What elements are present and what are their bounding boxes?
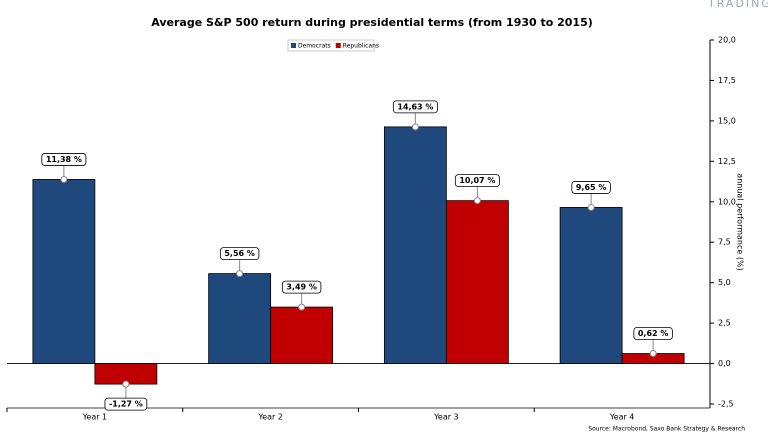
data-label: 14,63 %: [392, 100, 438, 114]
data-label-box: [281, 280, 322, 294]
watermark: TRADING AND INV: [707, 0, 768, 10]
y-tick-label: 0,0: [718, 359, 731, 368]
data-label-text: 9,65 %: [576, 183, 607, 192]
data-label-text: 5,56 %: [224, 249, 255, 258]
data-label-box: [219, 247, 260, 261]
label-anchor: [60, 175, 68, 183]
data-label: 11,38 %: [41, 153, 87, 166]
label-anchor: [587, 203, 595, 211]
data-label-text: 0,62 %: [638, 329, 669, 338]
label-anchor: [649, 350, 657, 358]
legend: Democrats Republicans: [287, 39, 379, 52]
data-label: 9,65 %: [571, 181, 611, 194]
data-label-text: 3,49 %: [286, 283, 317, 292]
bar: [32, 179, 96, 364]
y-axis-label: annual performance (%): [736, 173, 745, 270]
data-label-text: 14,63 %: [397, 102, 433, 111]
label-anchor: [298, 303, 306, 311]
bar: [559, 207, 623, 364]
data-label-box: [571, 181, 611, 194]
data-label: -1,27 %: [104, 397, 148, 411]
x-tick-label: Year 2: [257, 413, 283, 422]
y-tick-label: 17,5: [718, 76, 736, 85]
data-label-text: -1,27 %: [109, 400, 143, 409]
label-anchor: [411, 123, 419, 131]
legend-swatch: [291, 43, 296, 48]
legend-label: Democrats: [298, 43, 331, 50]
y-tick-label: 12,5: [718, 157, 736, 166]
data-label: 3,49 %: [281, 280, 322, 294]
data-label-text: 11,38 %: [46, 155, 82, 164]
legend-box: [287, 39, 375, 52]
legend-swatch: [335, 43, 341, 48]
data-label-box: [41, 153, 87, 166]
data-label-box: [454, 174, 500, 188]
y-tick-label: 5,0: [718, 278, 731, 287]
data-label: 10,07 %: [454, 174, 500, 188]
source: Source: Macrobond, Saxo Bank Strategy & …: [588, 426, 745, 433]
data-label-box: [104, 397, 148, 411]
x-tick-label: Year 4: [609, 413, 635, 422]
legend-label: Republicans: [343, 43, 379, 50]
data-label: 5,56 %: [219, 247, 260, 261]
data-label-text: 10,07 %: [459, 176, 495, 185]
data-label-box: [392, 100, 438, 114]
x-tick-label: Year 3: [433, 413, 459, 422]
chart-title: Average S&P 500 return during presidenti…: [151, 16, 593, 29]
y-tick-label: -2,5: [718, 400, 734, 409]
x-tick-label: Year 1: [82, 413, 108, 422]
bar: [445, 200, 509, 364]
data-label-box: [633, 327, 673, 340]
y-tick-label: 2,5: [718, 319, 731, 328]
data-label: 0,62 %: [633, 327, 673, 340]
label-anchor: [122, 380, 130, 388]
label-anchor: [236, 270, 244, 278]
y-tick-label: 10,0: [718, 197, 736, 206]
y-tick-label: 20,0: [718, 36, 736, 45]
label-anchor: [473, 197, 481, 205]
bar: [208, 273, 272, 364]
bar: [383, 126, 447, 364]
y-tick-label: 15,0: [718, 116, 736, 125]
bar: [270, 306, 334, 364]
y-tick-label: 7,5: [718, 238, 731, 247]
